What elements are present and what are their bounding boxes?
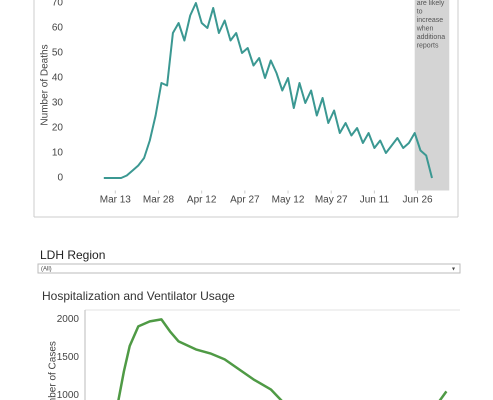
x-tick-label: Jun 26 xyxy=(403,195,433,206)
annotation: when xyxy=(416,25,434,32)
chart-title: Hospitalization and Ventilator Usage xyxy=(42,289,235,303)
x-tick-label: Apr 12 xyxy=(187,195,217,206)
x-tick-label: Mar 28 xyxy=(143,195,175,206)
annotation: reports xyxy=(417,42,439,49)
y-tick-label: 70 xyxy=(52,0,64,9)
x-tick-label: Mar 13 xyxy=(100,195,132,206)
y-axis-title: Number of Cases xyxy=(48,341,59,400)
y-tick-label: 10 xyxy=(52,148,64,159)
y-tick-label: 2000 xyxy=(57,314,80,325)
highlight-band xyxy=(414,0,450,191)
annotation: are likely xyxy=(417,0,445,7)
y-tick-label: 20 xyxy=(52,123,64,134)
y-tick-label: 1500 xyxy=(57,352,80,363)
y-tick-label: 0 xyxy=(57,173,63,184)
filter-value: (All) xyxy=(41,267,52,273)
annotation: increase xyxy=(417,17,444,24)
y-tick-label: 50 xyxy=(52,48,64,59)
y-tick-label: 40 xyxy=(52,73,64,84)
y-tick-label: 30 xyxy=(52,98,64,109)
x-tick-label: Jun 11 xyxy=(360,195,390,206)
dropdown-arrow: ▾ xyxy=(452,267,455,273)
y-tick-label: 60 xyxy=(52,23,64,34)
x-tick-label: May 27 xyxy=(315,195,348,206)
filter-dropdown[interactable] xyxy=(37,263,461,274)
data-line xyxy=(103,2,433,179)
x-tick-label: Apr 27 xyxy=(230,195,260,206)
filter-label: LDH Region xyxy=(40,248,105,262)
annotation: additiona xyxy=(417,34,446,41)
y-tick-label: 1000 xyxy=(57,390,80,400)
x-tick-label: May 12 xyxy=(272,195,305,206)
annotation: to xyxy=(417,8,423,15)
y-axis-title: Number of Deaths xyxy=(40,44,51,125)
data-line xyxy=(117,318,448,400)
